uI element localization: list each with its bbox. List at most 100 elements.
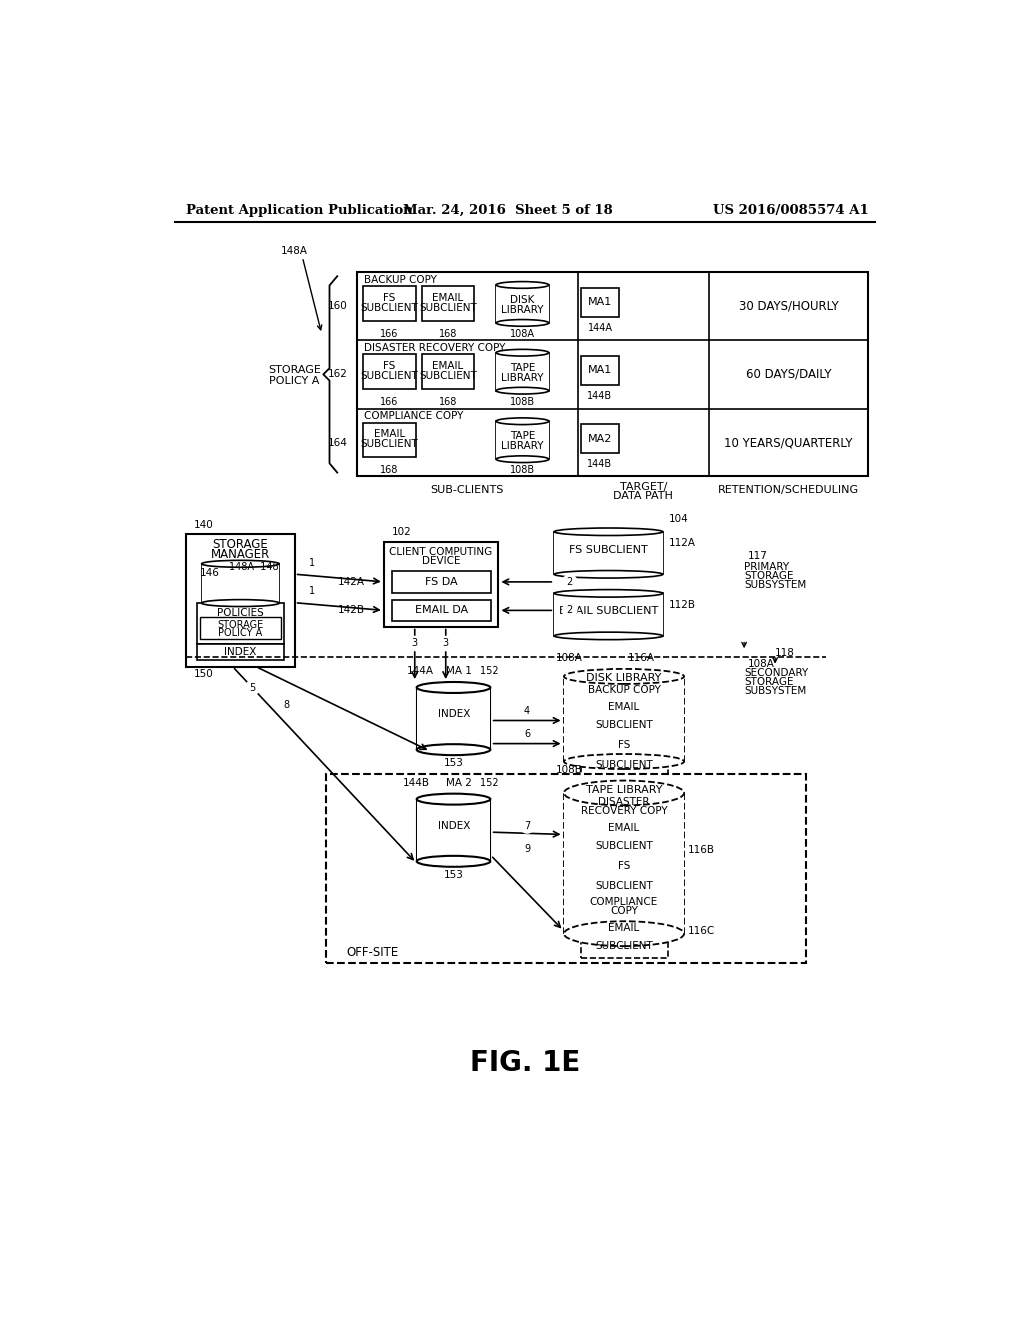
Text: 8: 8 — [284, 700, 290, 710]
Text: DISASTER: DISASTER — [598, 797, 650, 807]
Text: SUBCLIENT: SUBCLIENT — [360, 302, 418, 313]
Text: 4: 4 — [524, 706, 530, 717]
Circle shape — [563, 603, 577, 618]
Bar — [391, 572, 490, 593]
Bar — [582, 717, 669, 737]
Text: 148A  148: 148A 148 — [228, 561, 279, 572]
Circle shape — [305, 556, 318, 570]
Bar — [496, 352, 549, 391]
Bar — [554, 532, 663, 574]
Text: STORAGE: STORAGE — [744, 570, 794, 581]
Bar — [496, 352, 549, 391]
Text: FS DA: FS DA — [425, 577, 458, 587]
Text: 116B: 116B — [687, 845, 715, 855]
Text: 116C: 116C — [687, 925, 715, 936]
Bar — [582, 355, 618, 385]
Text: PRIMARY: PRIMARY — [744, 561, 790, 572]
Circle shape — [520, 727, 535, 742]
Text: 142B: 142B — [338, 606, 366, 615]
Text: EMAIL: EMAIL — [432, 293, 464, 302]
Bar — [417, 688, 490, 750]
Text: DISK: DISK — [510, 296, 535, 305]
Text: 104: 104 — [669, 513, 689, 524]
Text: 60 DAYS/DAILY: 60 DAYS/DAILY — [745, 367, 831, 380]
Text: US 2016/0085574 A1: US 2016/0085574 A1 — [713, 205, 869, 218]
Text: 112B: 112B — [669, 601, 696, 610]
Text: INDEX: INDEX — [438, 821, 470, 832]
Bar — [582, 737, 669, 756]
Text: MA2: MA2 — [588, 434, 612, 444]
Text: LIBRARY: LIBRARY — [501, 441, 544, 451]
Ellipse shape — [417, 682, 490, 693]
Text: POLICY A: POLICY A — [269, 376, 319, 385]
Text: SUBCLIENT: SUBCLIENT — [360, 440, 418, 449]
Text: 168: 168 — [439, 329, 458, 339]
Text: 144B: 144B — [588, 391, 612, 400]
Text: EMAIL: EMAIL — [432, 360, 464, 371]
Text: STORAGE: STORAGE — [268, 364, 322, 375]
Text: RECOVERY COPY: RECOVERY COPY — [581, 807, 668, 816]
Text: SUBCLIENT: SUBCLIENT — [595, 880, 653, 891]
Text: 30 DAYS/HOURLY: 30 DAYS/HOURLY — [738, 300, 839, 313]
Text: SECONDARY: SECONDARY — [744, 668, 808, 677]
Bar — [356, 272, 868, 477]
Bar — [564, 793, 684, 933]
Bar — [564, 793, 684, 933]
Text: DATA PATH: DATA PATH — [613, 491, 674, 502]
Text: 9: 9 — [524, 843, 530, 854]
Bar — [432, 816, 477, 837]
Text: COPY: COPY — [610, 907, 638, 916]
Text: SUBSYSTEM: SUBSYSTEM — [744, 579, 806, 590]
Text: 142A: 142A — [338, 577, 366, 587]
Bar — [564, 676, 684, 762]
Text: SUBCLIENT: SUBCLIENT — [595, 721, 653, 730]
Text: FS: FS — [617, 741, 630, 750]
Ellipse shape — [564, 754, 684, 770]
Text: MANAGER: MANAGER — [211, 548, 270, 561]
Text: 2: 2 — [566, 577, 572, 587]
Text: SUB-CLIENTS: SUB-CLIENTS — [430, 486, 504, 495]
Bar — [362, 422, 416, 457]
Text: EMAIL: EMAIL — [374, 429, 404, 440]
Bar — [417, 688, 490, 750]
Bar — [496, 285, 549, 323]
Bar — [417, 799, 490, 862]
Text: SUBCLIENT: SUBCLIENT — [360, 371, 418, 380]
Text: 3: 3 — [442, 639, 449, 648]
Text: 144B: 144B — [403, 777, 430, 788]
Bar — [554, 594, 663, 636]
Text: 148A: 148A — [282, 246, 308, 256]
Text: 108B: 108B — [510, 465, 535, 475]
Bar — [582, 817, 669, 838]
Bar — [582, 917, 669, 937]
Bar — [496, 421, 549, 459]
Text: 117: 117 — [748, 552, 768, 561]
Ellipse shape — [202, 560, 280, 568]
Text: 162: 162 — [328, 370, 347, 379]
Text: SUBCLIENT: SUBCLIENT — [595, 760, 653, 770]
Text: FS: FS — [383, 293, 395, 302]
Text: 108A: 108A — [748, 659, 775, 668]
Text: POLICIES: POLICIES — [217, 607, 264, 618]
Text: DEVICE: DEVICE — [422, 556, 461, 566]
Circle shape — [305, 585, 318, 598]
Text: INDEX: INDEX — [224, 647, 257, 657]
Bar — [422, 286, 474, 321]
Text: COMPLIANCE COPY: COMPLIANCE COPY — [365, 412, 464, 421]
Text: Mar. 24, 2016  Sheet 5 of 18: Mar. 24, 2016 Sheet 5 of 18 — [402, 205, 612, 218]
Bar — [582, 288, 618, 317]
Text: 166: 166 — [380, 329, 398, 339]
Circle shape — [408, 636, 422, 651]
Text: TAPE LIBRARY: TAPE LIBRARY — [586, 785, 663, 795]
Text: FS SUBCLIENT: FS SUBCLIENT — [569, 545, 648, 554]
Text: Patent Application Publication: Patent Application Publication — [186, 205, 413, 218]
Text: 144A: 144A — [407, 667, 434, 676]
Ellipse shape — [554, 590, 663, 597]
Ellipse shape — [202, 599, 280, 607]
Circle shape — [280, 698, 294, 711]
Text: STORAGE: STORAGE — [744, 677, 794, 686]
Ellipse shape — [496, 319, 549, 326]
Text: EMAIL: EMAIL — [608, 923, 640, 933]
Text: 116A: 116A — [628, 653, 655, 663]
Bar — [496, 421, 549, 459]
